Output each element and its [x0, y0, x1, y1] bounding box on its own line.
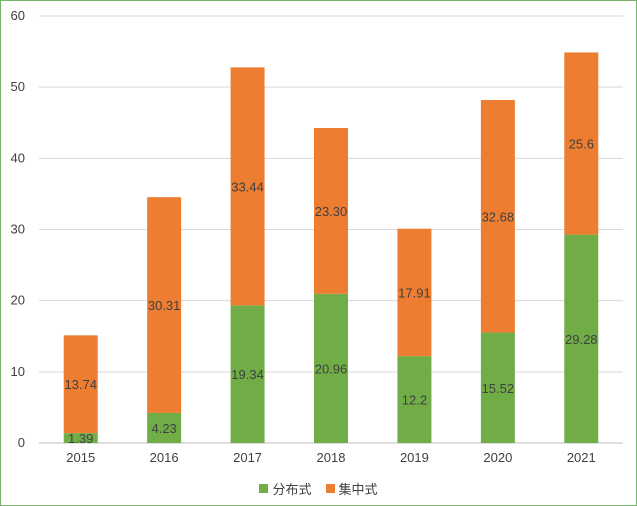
bar-centralized-2019 — [397, 228, 432, 357]
legend-label-centralized: 集中式 — [338, 483, 378, 498]
bar-centralized-2015 — [63, 335, 98, 434]
x-tick-label: 2016 — [150, 450, 179, 465]
data-labels: 1.39 13.74 4.23 30.31 19.34 33.44 20.96 23.30 12… — [64, 137, 597, 447]
y-tick-label: 0 — [18, 435, 25, 450]
x-tick-label: 2019 — [400, 450, 429, 465]
y-tick-label: 10 — [11, 364, 25, 379]
bar-distributed-2018 — [314, 293, 348, 443]
data-label: 12.2 — [402, 393, 427, 408]
bar-distributed-2015 — [63, 433, 98, 443]
bar-centralized-2016 — [147, 197, 182, 413]
data-label: 15.52 — [482, 381, 515, 396]
data-label: 19.34 — [231, 367, 264, 382]
bar-distributed-2016 — [147, 412, 182, 443]
y-tick-label: 30 — [11, 222, 25, 237]
data-label: 23.30 — [315, 204, 348, 219]
bar-centralized-2020 — [480, 99, 515, 333]
data-label: 17.91 — [398, 285, 431, 300]
legend-swatch-centralized — [325, 484, 335, 493]
data-label: 1.39 — [68, 431, 93, 446]
bar-centralized-2021 — [564, 52, 599, 235]
legend: 分布式 集中式 — [0, 479, 637, 498]
bar-distributed-2017 — [230, 305, 265, 443]
bar-centralized-2017 — [230, 67, 265, 306]
y-axis-ticks: 0 10 20 30 40 50 60 — [11, 8, 25, 450]
x-tick-label: 2015 — [66, 450, 95, 465]
y-tick-label: 50 — [11, 79, 25, 94]
x-axis-ticks: 2015 2016 2017 2018 2019 2020 2021 — [66, 450, 595, 465]
data-label: 13.74 — [64, 377, 97, 392]
bar-distributed-2019 — [397, 356, 432, 443]
x-tick-label: 2021 — [567, 450, 596, 465]
legend-label-distributed: 分布式 — [272, 483, 312, 498]
legend-item-distributed: 分布式 — [259, 479, 312, 498]
y-tick-label: 20 — [11, 293, 25, 308]
bar-distributed-2020 — [480, 332, 515, 443]
bar-centralized-2018 — [314, 128, 348, 294]
legend-swatch-distributed — [259, 484, 269, 493]
bar-distributed-2021 — [564, 234, 599, 443]
data-label: 4.23 — [151, 421, 176, 436]
data-label: 32.68 — [482, 209, 515, 224]
data-label: 25.6 — [569, 137, 594, 152]
x-tick-label: 2017 — [233, 450, 262, 465]
data-label: 29.28 — [565, 332, 598, 347]
y-tick-label: 40 — [11, 150, 25, 165]
x-tick-label: 2020 — [483, 450, 512, 465]
bars — [63, 52, 599, 443]
legend-item-centralized: 集中式 — [325, 479, 378, 498]
data-label: 33.44 — [231, 179, 264, 194]
y-tick-label: 60 — [11, 8, 25, 23]
data-label: 20.96 — [315, 361, 348, 376]
x-tick-label: 2018 — [317, 450, 346, 465]
data-label: 30.31 — [148, 298, 181, 313]
